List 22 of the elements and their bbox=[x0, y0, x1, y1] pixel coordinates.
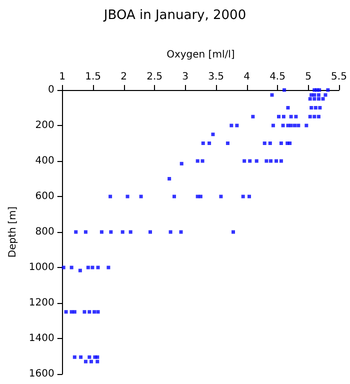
x-tick-label: 3 bbox=[182, 72, 188, 82]
y-tick-label: 1600 bbox=[28, 368, 54, 380]
x-tick-label: 2 bbox=[120, 72, 128, 82]
x-tick-label: 4.5 bbox=[270, 72, 286, 82]
y-tick-label: 1000 bbox=[28, 262, 54, 273]
y-tick-label: 0 bbox=[48, 84, 54, 96]
y-tick-label: 600 bbox=[35, 191, 54, 202]
x-tick-label: 5 bbox=[305, 72, 312, 82]
x-tick-label: 3.5 bbox=[208, 72, 224, 82]
x-axis-title: Oxygen [ml/l] bbox=[166, 50, 235, 60]
chart-title: JBOA in January, 2000 bbox=[102, 8, 246, 23]
y-tick-label: 800 bbox=[35, 226, 54, 238]
y-axis-title: Depth [m] bbox=[8, 206, 18, 258]
x-tick-label: 5.5 bbox=[331, 72, 347, 82]
x-tick-label: 1.5 bbox=[85, 72, 102, 82]
y-tick-label: 1400 bbox=[28, 333, 54, 344]
x-tick-label: 2.5 bbox=[146, 72, 163, 82]
y-tick-label: 400 bbox=[35, 156, 54, 166]
x-tick-label: 4 bbox=[244, 72, 250, 82]
x-tick-label: 1 bbox=[59, 72, 66, 82]
y-tick-label: 1200 bbox=[28, 298, 54, 308]
y-tick-label: 200 bbox=[35, 120, 54, 131]
